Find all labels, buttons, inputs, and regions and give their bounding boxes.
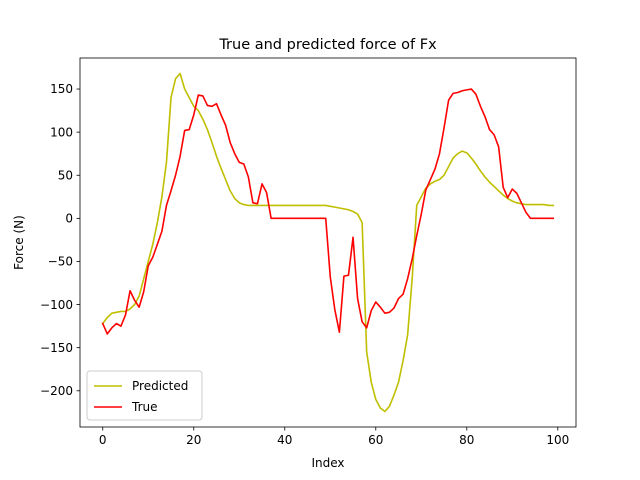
x-tick-label: 100	[546, 433, 569, 447]
y-tick-label: −100	[40, 298, 73, 312]
y-axis-ticks: −200 −150 −100 −50 0 50 100 150	[40, 82, 80, 398]
y-tick-label: 0	[65, 212, 73, 226]
x-tick-label: 40	[277, 433, 292, 447]
y-tick-label: 100	[50, 125, 73, 139]
x-axis-label: Index	[311, 456, 344, 470]
legend: Predicted True	[86, 370, 203, 421]
series-line-true	[101, 88, 555, 335]
y-tick-label: −200	[40, 384, 73, 398]
chart-title: True and predicted force of Fx	[218, 37, 437, 53]
series-line-predicted	[101, 72, 555, 413]
legend-true-label: True	[131, 400, 158, 414]
plot-frame	[79, 57, 577, 428]
series-layer	[101, 72, 555, 413]
x-tick-label: 20	[186, 433, 201, 447]
y-tick-label: −50	[48, 255, 73, 269]
y-tick-label: 50	[58, 168, 73, 182]
y-axis-label: Force (N)	[12, 215, 26, 270]
legend-predicted-label: Predicted	[132, 379, 188, 393]
x-tick-label: 60	[368, 433, 383, 447]
x-tick-label: 0	[99, 433, 107, 447]
x-axis-ticks: 0 20 40 60 80 100	[99, 427, 569, 447]
x-tick-label: 80	[459, 433, 474, 447]
y-tick-label: 150	[50, 82, 73, 96]
y-tick-label: −150	[40, 341, 73, 355]
